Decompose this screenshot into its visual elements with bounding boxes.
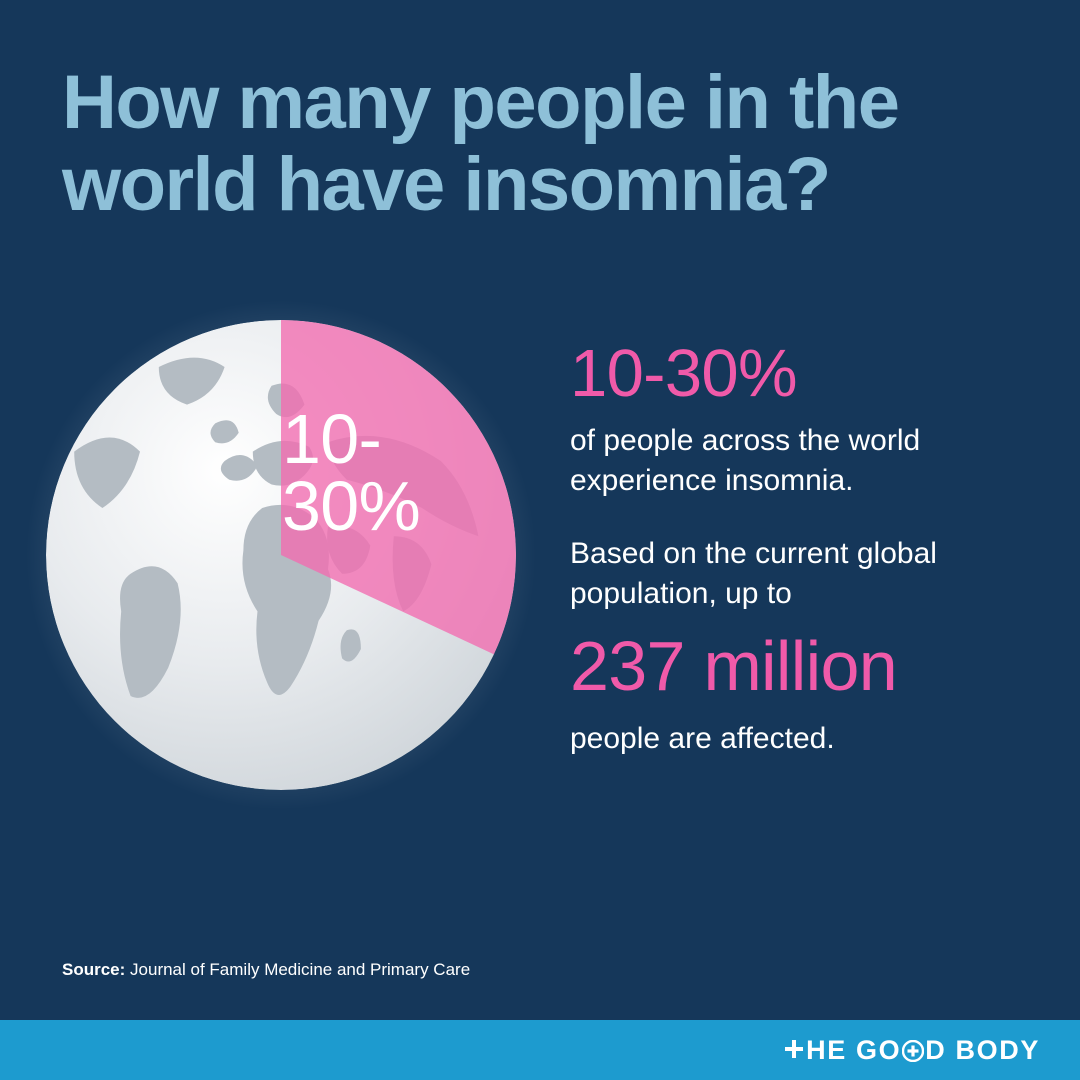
infographic-page: How many people in the world have insomn… xyxy=(0,0,1080,1080)
plus-icon xyxy=(784,1039,804,1059)
stat-line-1: of people across the world experience in… xyxy=(570,421,1020,500)
brand-text-post: D BODY xyxy=(925,1035,1040,1066)
stat-range: 10-30% xyxy=(570,340,1020,407)
page-title: How many people in the world have insomn… xyxy=(62,62,1020,226)
brand-logo: HE GO D BODY xyxy=(784,1035,1040,1066)
medical-o-icon xyxy=(902,1040,924,1062)
globe-chart: 10-30% xyxy=(46,320,516,790)
stat-big-number: 237 million xyxy=(570,631,1020,701)
stat-line-3: people are affected. xyxy=(570,719,1020,759)
footer-bar: HE GO D BODY xyxy=(0,1020,1080,1080)
stats-column: 10-30% of people across the world experi… xyxy=(570,340,1020,759)
stat-line-2: Based on the current global population, … xyxy=(570,534,1020,613)
source-citation: Source: Journal of Family Medicine and P… xyxy=(62,960,470,980)
brand-text-pre: HE GO xyxy=(806,1035,901,1066)
source-text: Journal of Family Medicine and Primary C… xyxy=(130,960,470,979)
pie-slice xyxy=(46,320,516,790)
source-label: Source: xyxy=(62,960,125,979)
pie-slice-label: 10-30% xyxy=(282,406,502,539)
